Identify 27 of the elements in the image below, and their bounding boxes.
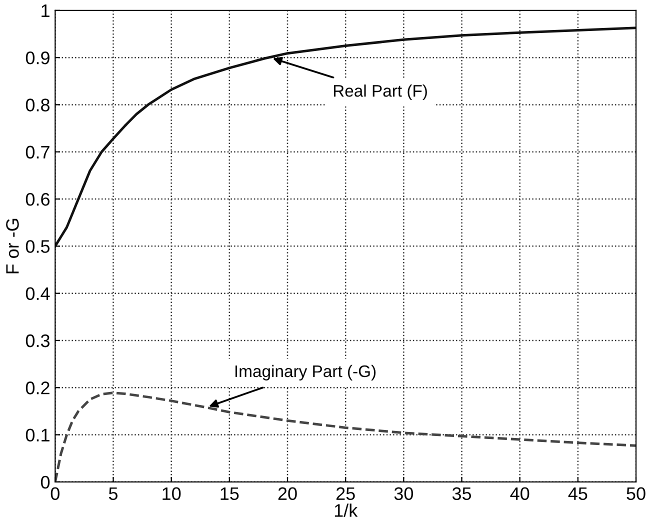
y-tick-label: 0.2 bbox=[26, 382, 50, 394]
x-tick-label: 40 bbox=[510, 487, 530, 500]
x-tick-label: 50 bbox=[626, 487, 646, 500]
y-tick-label: 0.5 bbox=[26, 240, 50, 253]
annotation: Real Part (F) bbox=[334, 84, 427, 100]
x-tick-label: 15 bbox=[220, 487, 239, 500]
y-tick-label: 0 bbox=[40, 476, 50, 489]
x-tick-label: 20 bbox=[278, 487, 297, 500]
y-axis-title: F or -G bbox=[6, 218, 19, 274]
line-series bbox=[55, 26, 636, 248]
y-tick-label: 0.9 bbox=[26, 52, 50, 64]
x-tick-label: 45 bbox=[568, 487, 588, 500]
annotation: Imaginary Part (-G) bbox=[236, 364, 376, 380]
x-tick-label: 30 bbox=[394, 487, 414, 500]
x-tick-label: 0 bbox=[50, 487, 60, 500]
y-tick-label: 0.8 bbox=[26, 98, 50, 112]
y-tick-label: 0.7 bbox=[26, 146, 50, 159]
x-tick-label: 25 bbox=[336, 487, 355, 500]
x-axis-title: 1/k bbox=[334, 504, 358, 517]
x-tick-label: 35 bbox=[452, 487, 472, 500]
x-tick-label: 10 bbox=[162, 487, 181, 500]
y-tick-label: 0.6 bbox=[26, 192, 50, 206]
y-tick-label: 0.3 bbox=[26, 334, 50, 348]
y-tick-label: 0.4 bbox=[26, 287, 50, 300]
x-tick-label: 5 bbox=[108, 487, 118, 500]
y-tick-label: 0.1 bbox=[26, 428, 50, 442]
y-tick-label: 1 bbox=[42, 4, 50, 17]
